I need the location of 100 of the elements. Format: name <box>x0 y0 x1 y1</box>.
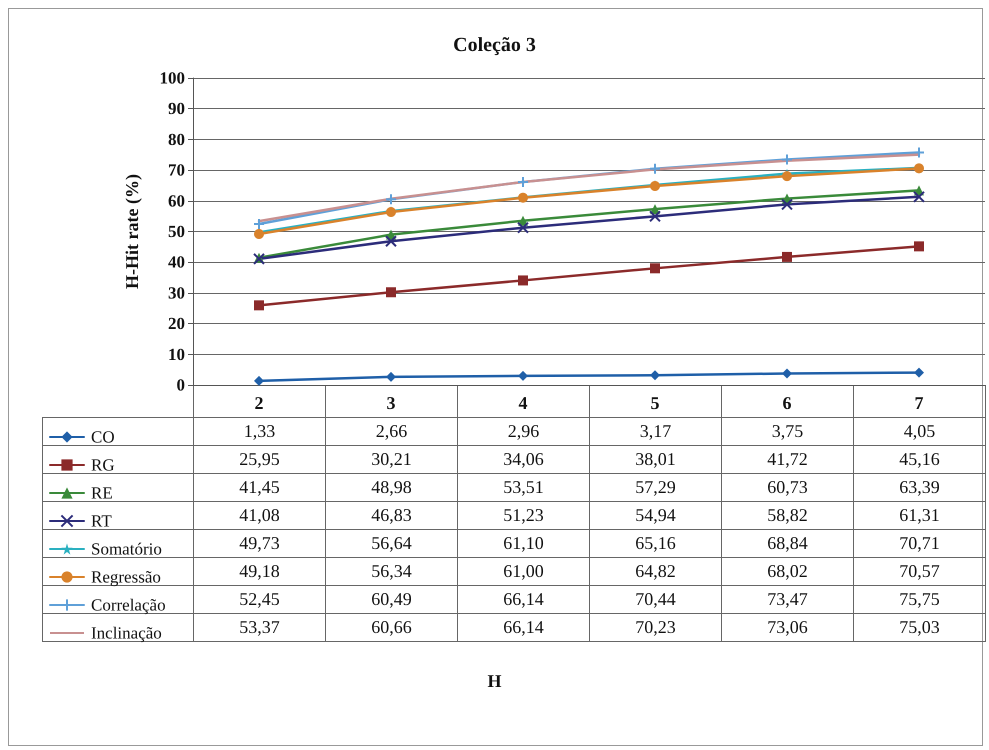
point <box>254 300 264 310</box>
data-label: 2,66 <box>325 417 458 446</box>
data-label: 2,96 <box>457 417 590 446</box>
point <box>781 153 793 166</box>
point <box>914 241 924 252</box>
legend-label: Somatório <box>91 540 162 558</box>
data-label: 61,00 <box>457 557 590 586</box>
x-tick-label: 5 <box>650 393 660 413</box>
data-label: 61,31 <box>853 501 986 530</box>
data-label: 48,98 <box>325 473 458 502</box>
x-tick-label: 2 <box>254 393 264 413</box>
data-label: 60,49 <box>325 585 458 614</box>
line-series <box>258 153 920 222</box>
y-tick-label: 70 <box>168 160 185 180</box>
data-label: 25,95 <box>193 445 326 474</box>
data-label: 66,14 <box>457 585 590 614</box>
data-label: 41,45 <box>193 473 326 502</box>
data-label: 54,94 <box>589 501 722 530</box>
data-label: 38,01 <box>589 445 722 474</box>
y-tick-label: 40 <box>168 252 185 272</box>
y-axis-title: H-Hit rate (%) <box>122 174 142 289</box>
data-label: 73,47 <box>721 585 854 614</box>
data-label: 46,83 <box>325 501 458 530</box>
point <box>386 372 396 382</box>
y-tick-label: 80 <box>168 130 185 149</box>
data-label: 60,66 <box>325 613 458 642</box>
point <box>254 376 264 386</box>
point <box>385 193 397 206</box>
data-label: 41,72 <box>721 445 854 474</box>
data-label: 60,73 <box>721 473 854 502</box>
data-label: 49,73 <box>193 529 326 558</box>
point <box>385 235 397 248</box>
legend-label: CO <box>91 428 115 446</box>
point <box>650 370 660 380</box>
x-tick-label: 4 <box>518 393 528 413</box>
legend-label: Correlação <box>91 596 166 614</box>
data-label: 58,82 <box>721 501 854 530</box>
point <box>649 210 661 222</box>
point <box>253 218 265 230</box>
data-label: 53,37 <box>193 613 326 642</box>
data-label: 53,51 <box>457 473 590 502</box>
legend-label: RE <box>91 484 113 502</box>
data-label: 75,75 <box>853 585 986 614</box>
data-label: 66,14 <box>457 613 590 642</box>
data-label: 68,02 <box>721 557 854 586</box>
y-tick-label: 100 <box>160 68 185 88</box>
data-label: 63,39 <box>853 473 986 502</box>
legend-label: Regressão <box>91 568 161 586</box>
point <box>913 190 925 203</box>
data-label: 70,57 <box>853 557 986 586</box>
y-tick-label: 50 <box>168 222 185 241</box>
y-tick-label: 0 <box>176 376 185 394</box>
legend-label: RT <box>91 512 112 530</box>
data-label: 3,75 <box>721 417 854 446</box>
x-tick-label: 6 <box>782 393 792 413</box>
y-tick-label: 60 <box>168 191 185 210</box>
point <box>517 222 529 234</box>
y-tick-label: 30 <box>168 283 185 302</box>
data-label: 1,33 <box>193 417 326 446</box>
point <box>914 368 924 378</box>
point <box>782 252 792 262</box>
data-label: 57,29 <box>589 473 722 502</box>
data-label: 49,18 <box>193 557 326 586</box>
point <box>518 275 528 286</box>
data-label: 56,34 <box>325 557 458 586</box>
point <box>518 370 528 381</box>
text: H <box>486 671 502 692</box>
legend-label: RG <box>91 456 115 474</box>
data-label: 70,71 <box>853 529 986 558</box>
y-tick-label: 90 <box>168 99 185 118</box>
data-label: 61,10 <box>457 529 590 558</box>
data-label: 3,17 <box>589 417 722 446</box>
data-label: 51,23 <box>457 501 590 530</box>
point <box>517 176 529 188</box>
data-label: 64,82 <box>589 557 722 586</box>
data-label: 70,44 <box>589 585 722 614</box>
x-tick-label: 7 <box>914 393 924 413</box>
data-label: 52,45 <box>193 585 326 614</box>
y-tick-label: 10 <box>168 344 185 364</box>
y-tick-label: 20 <box>168 314 185 334</box>
data-label: 41,08 <box>193 501 326 530</box>
data-label: 34,06 <box>457 445 590 474</box>
chart-title: Coleção 3 <box>453 34 536 56</box>
data-label: 65,16 <box>589 529 722 558</box>
data-label: 68,84 <box>721 529 854 558</box>
data-label: 30,21 <box>325 445 458 474</box>
x-tick-label: 3 <box>386 393 396 413</box>
data-label: 56,64 <box>325 529 458 558</box>
point <box>386 287 396 298</box>
data-label: 45,16 <box>853 445 986 474</box>
point <box>649 162 661 175</box>
point <box>781 198 793 210</box>
data-label: 75,03 <box>853 613 986 642</box>
data-label: 73,06 <box>721 613 854 642</box>
data-label: 70,23 <box>589 613 722 642</box>
point <box>650 263 660 274</box>
point <box>782 368 792 378</box>
legend-label: Inclinação <box>91 624 162 642</box>
data-label: 4,05 <box>853 417 986 446</box>
point <box>782 171 792 182</box>
